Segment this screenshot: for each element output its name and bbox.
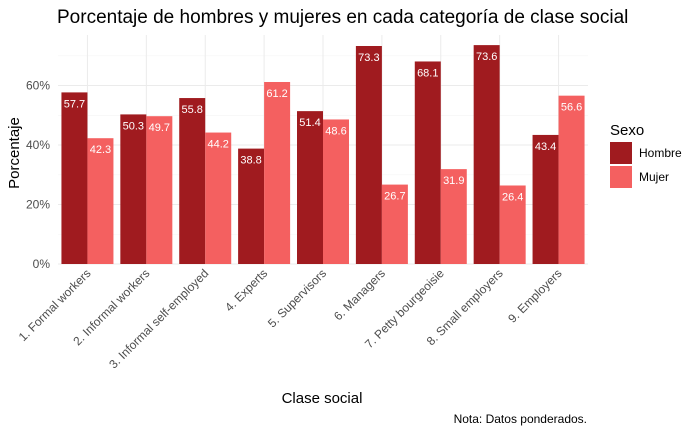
- bar-hombre: [179, 98, 206, 264]
- bar-mujer: [205, 132, 232, 264]
- y-axis-title: Porcentaje: [6, 117, 23, 189]
- bar-mujer: [264, 81, 291, 264]
- x-tick-label: 5. Supervisors: [265, 266, 329, 330]
- data-label: 31.9: [443, 175, 464, 187]
- data-label: 55.8: [182, 104, 203, 116]
- data-label: 73.6: [476, 51, 497, 63]
- caption: Nota: Datos ponderados.: [454, 412, 587, 426]
- bar-hombre: [238, 148, 265, 264]
- data-label: 44.2: [208, 139, 229, 151]
- bar-mujer: [440, 169, 467, 264]
- legend-key-mujer: [610, 166, 632, 188]
- bar-hombre: [473, 45, 500, 264]
- data-label: 57.7: [64, 98, 85, 110]
- bar-hombre: [61, 92, 88, 264]
- bar-hombre: [532, 134, 559, 264]
- data-label: 56.6: [561, 102, 582, 114]
- x-tick-label: 6. Managers: [331, 266, 388, 323]
- bar-hombre: [355, 46, 382, 265]
- bar-hombre: [414, 61, 441, 265]
- data-label: 43.4: [535, 141, 556, 153]
- data-label: 38.8: [240, 155, 261, 167]
- y-axis: 0% 20% 40% 60%: [26, 79, 50, 271]
- data-label: 61.2: [266, 88, 287, 100]
- bars: [61, 45, 585, 265]
- legend-label-mujer: Mujer: [639, 170, 669, 184]
- data-label: 42.3: [90, 144, 111, 156]
- y-tick-label: 20%: [26, 198, 50, 212]
- data-label: 26.4: [502, 191, 523, 203]
- legend-label-hombre: Hombre: [639, 146, 682, 160]
- data-label: 73.3: [358, 52, 379, 64]
- bar-hombre: [120, 114, 147, 264]
- x-axis-title: Clase social: [282, 390, 363, 407]
- bar-mujer: [381, 184, 408, 264]
- y-tick-label: 0%: [33, 257, 51, 271]
- x-tick-label: 3. Informal self-employed: [106, 266, 211, 371]
- data-label: 51.4: [299, 117, 320, 129]
- bar-mujer: [499, 185, 526, 264]
- legend-key-hombre: [610, 142, 632, 164]
- x-tick-label: 9. Employers: [505, 266, 564, 325]
- data-label: 68.1: [417, 67, 438, 79]
- data-label: 26.7: [384, 191, 405, 203]
- data-label: 50.3: [123, 120, 144, 132]
- bar-mujer: [146, 116, 173, 264]
- data-label: 49.7: [149, 122, 170, 134]
- bar-mujer: [87, 138, 114, 264]
- data-labels: 57.7 50.3 55.8 38.8 51.4 73.3 68.1 73.6 43.4 42.3…: [64, 51, 583, 203]
- x-tick-label: 4. Experts: [222, 266, 270, 314]
- data-label: 48.6: [325, 125, 346, 137]
- y-tick-label: 60%: [26, 79, 50, 93]
- bar-hombre: [297, 111, 323, 264]
- legend: Sexo Hombre Mujer: [610, 122, 682, 188]
- chart-title: Porcentaje de hombres y mujeres en cada …: [57, 7, 628, 28]
- bar-mujer: [558, 95, 585, 264]
- y-tick-label: 40%: [26, 138, 50, 152]
- bar-mujer: [323, 119, 349, 264]
- legend-title: Sexo: [610, 122, 644, 139]
